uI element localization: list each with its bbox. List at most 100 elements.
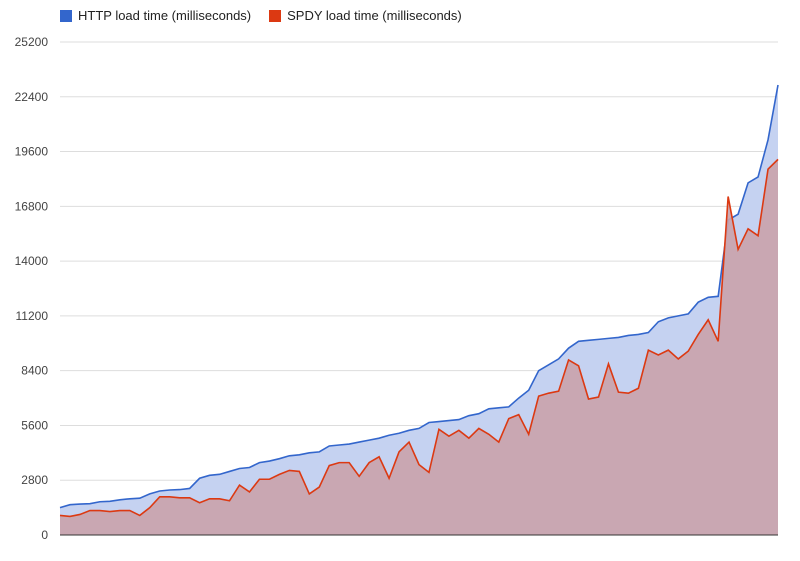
data-point-s0-34[interactable] [396,430,402,436]
data-point-s0-58[interactable] [635,331,641,337]
data-point-s1-27[interactable] [326,463,332,469]
data-point-s0-4[interactable] [97,499,103,505]
data-point-s1-35[interactable] [406,439,412,445]
data-point-s0-29[interactable] [346,441,352,447]
data-point-s0-44[interactable] [496,405,502,411]
data-point-s1-18[interactable] [237,482,243,488]
data-point-s0-49[interactable] [546,362,552,368]
data-point-s1-5[interactable] [107,509,113,515]
data-point-s0-65[interactable] [705,294,711,300]
data-point-s1-60[interactable] [655,352,661,358]
data-point-s1-40[interactable] [456,427,462,433]
data-point-s1-4[interactable] [97,508,103,514]
data-point-s0-5[interactable] [107,498,113,504]
data-point-s0-21[interactable] [266,458,272,464]
data-point-s1-31[interactable] [366,460,372,466]
data-point-s1-64[interactable] [695,331,701,337]
data-point-s0-52[interactable] [576,338,582,344]
data-point-s0-68[interactable] [735,211,741,217]
data-point-s0-22[interactable] [276,456,282,462]
data-point-s1-15[interactable] [207,496,213,502]
data-point-s0-43[interactable] [486,406,492,412]
data-point-s0-20[interactable] [256,460,262,466]
data-point-s1-28[interactable] [336,460,342,466]
data-point-s0-42[interactable] [476,411,482,417]
data-point-s1-49[interactable] [546,390,552,396]
data-point-s0-23[interactable] [286,453,292,459]
data-point-s1-62[interactable] [675,356,681,362]
data-point-s0-50[interactable] [556,356,562,362]
data-point-s0-26[interactable] [316,449,322,455]
data-point-s1-39[interactable] [446,433,452,439]
data-point-s0-12[interactable] [177,487,183,493]
data-point-s1-54[interactable] [596,394,602,400]
data-point-s1-46[interactable] [516,412,522,418]
data-point-s0-51[interactable] [566,345,572,351]
data-point-s0-41[interactable] [466,413,472,419]
data-point-s1-11[interactable] [167,494,173,500]
data-point-s0-11[interactable] [167,487,173,493]
data-point-s0-59[interactable] [645,330,651,336]
data-point-s0-32[interactable] [376,435,382,441]
data-point-s0-3[interactable] [87,501,93,507]
data-point-s1-55[interactable] [605,361,611,367]
data-point-s1-66[interactable] [715,338,721,344]
data-point-s0-37[interactable] [426,420,432,426]
data-point-s1-23[interactable] [286,467,292,473]
data-point-s0-33[interactable] [386,432,392,438]
data-point-s0-36[interactable] [416,425,422,431]
data-point-s1-51[interactable] [566,357,572,363]
data-point-s0-30[interactable] [356,439,362,445]
data-point-s0-31[interactable] [366,437,372,443]
data-point-s0-57[interactable] [625,332,631,338]
data-point-s1-36[interactable] [416,462,422,468]
legend-item-http[interactable]: HTTP load time (milliseconds) [60,8,251,23]
data-point-s0-24[interactable] [296,452,302,458]
data-point-s1-53[interactable] [586,396,592,402]
data-point-s1-12[interactable] [177,495,183,501]
data-point-s0-64[interactable] [695,299,701,305]
data-point-s1-56[interactable] [615,389,621,395]
data-point-s1-47[interactable] [526,431,532,437]
data-point-s1-65[interactable] [705,317,711,323]
data-point-s1-33[interactable] [386,475,392,481]
data-point-s1-25[interactable] [306,491,312,497]
data-point-s1-20[interactable] [256,476,262,482]
data-point-s0-54[interactable] [596,336,602,342]
data-point-s1-10[interactable] [157,494,163,500]
data-point-s0-61[interactable] [665,315,671,321]
data-point-s1-14[interactable] [197,500,203,506]
data-point-s0-47[interactable] [526,387,532,393]
data-point-s1-69[interactable] [745,226,751,232]
data-point-s0-38[interactable] [436,419,442,425]
data-point-s0-69[interactable] [745,180,751,186]
data-point-s0-17[interactable] [227,468,233,474]
data-point-s1-2[interactable] [77,511,83,517]
data-point-s0-10[interactable] [157,488,163,494]
data-point-s0-18[interactable] [237,465,243,471]
data-point-s0-46[interactable] [516,395,522,401]
data-point-s1-67[interactable] [725,194,731,200]
data-point-s0-39[interactable] [446,418,452,424]
data-point-s0-8[interactable] [137,495,143,501]
data-point-s0-40[interactable] [456,417,462,423]
data-point-s0-1[interactable] [67,502,73,508]
data-point-s1-24[interactable] [296,468,302,474]
data-point-s0-60[interactable] [655,319,661,325]
data-point-s1-21[interactable] [266,476,272,482]
data-point-s0-53[interactable] [586,337,592,343]
data-point-s1-58[interactable] [635,385,641,391]
data-point-s1-29[interactable] [346,460,352,466]
data-point-s1-26[interactable] [316,484,322,490]
data-point-s0-7[interactable] [127,496,133,502]
data-point-s0-62[interactable] [675,313,681,319]
data-point-s0-0[interactable] [57,505,63,511]
data-point-s0-2[interactable] [77,501,83,507]
data-point-s1-0[interactable] [57,512,63,518]
data-point-s0-9[interactable] [147,491,153,497]
data-point-s1-57[interactable] [625,390,631,396]
data-point-s0-71[interactable] [765,137,771,143]
data-point-s1-37[interactable] [426,469,432,475]
data-point-s1-72[interactable] [775,156,781,162]
data-point-s1-7[interactable] [127,508,133,514]
